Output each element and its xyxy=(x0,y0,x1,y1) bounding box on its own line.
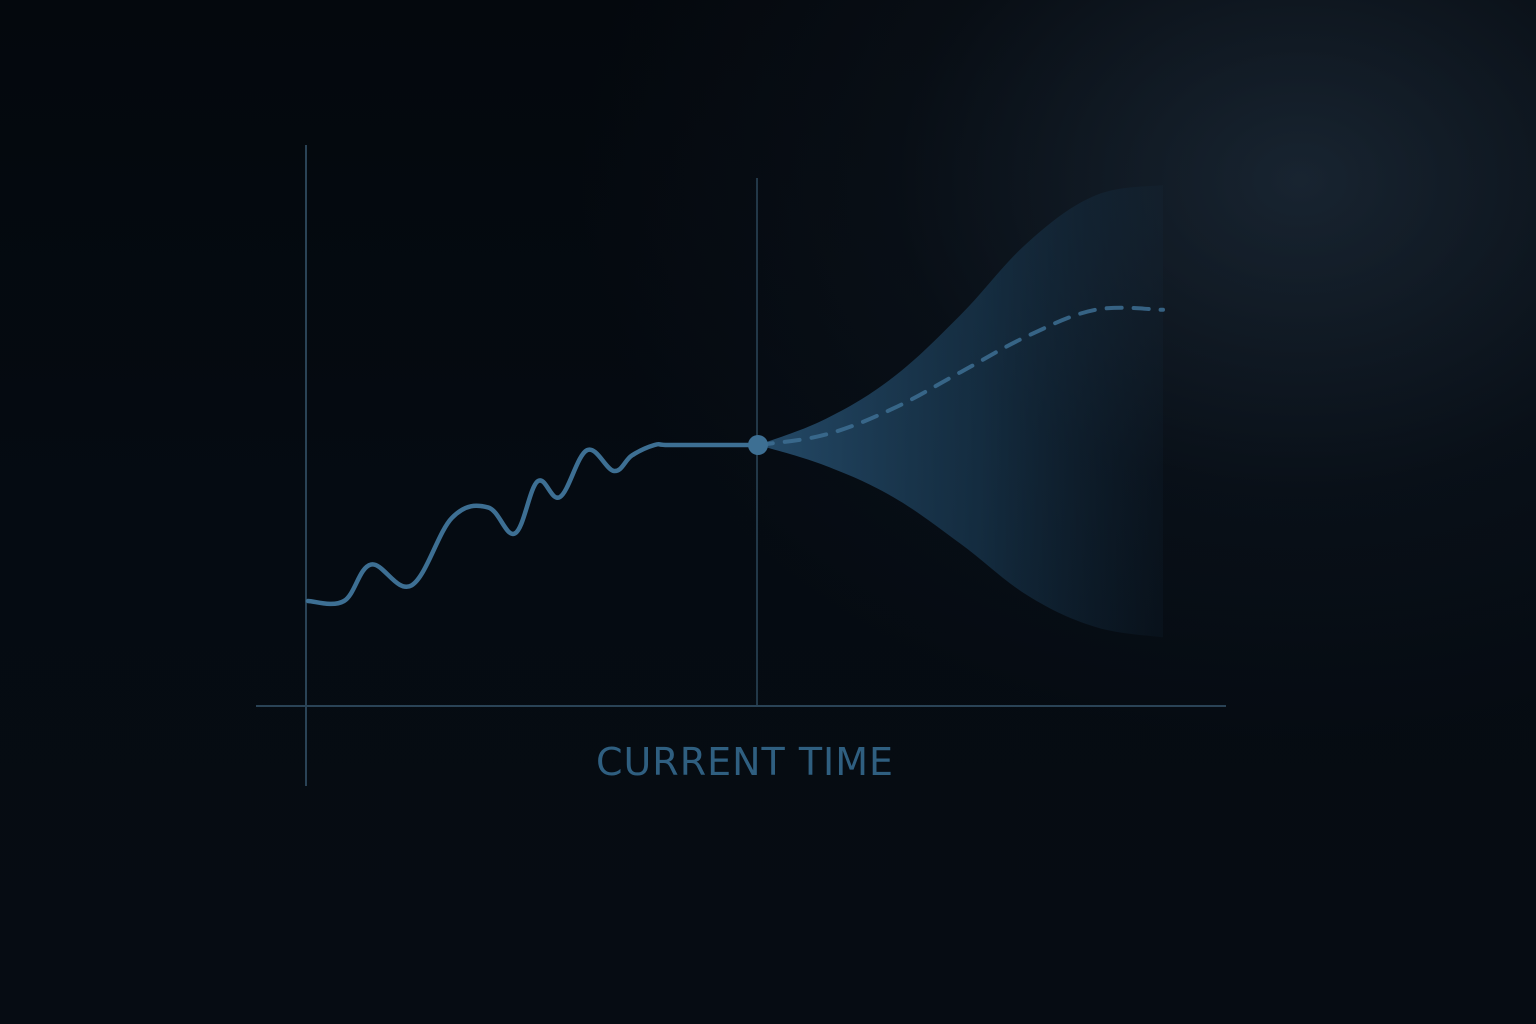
forecast-series-line xyxy=(756,305,1165,447)
observed-series-line xyxy=(305,441,761,607)
current-time-marker xyxy=(748,435,768,455)
uncertainty-band xyxy=(758,185,1163,638)
current-time-label: CURRENT TIME xyxy=(595,740,895,784)
